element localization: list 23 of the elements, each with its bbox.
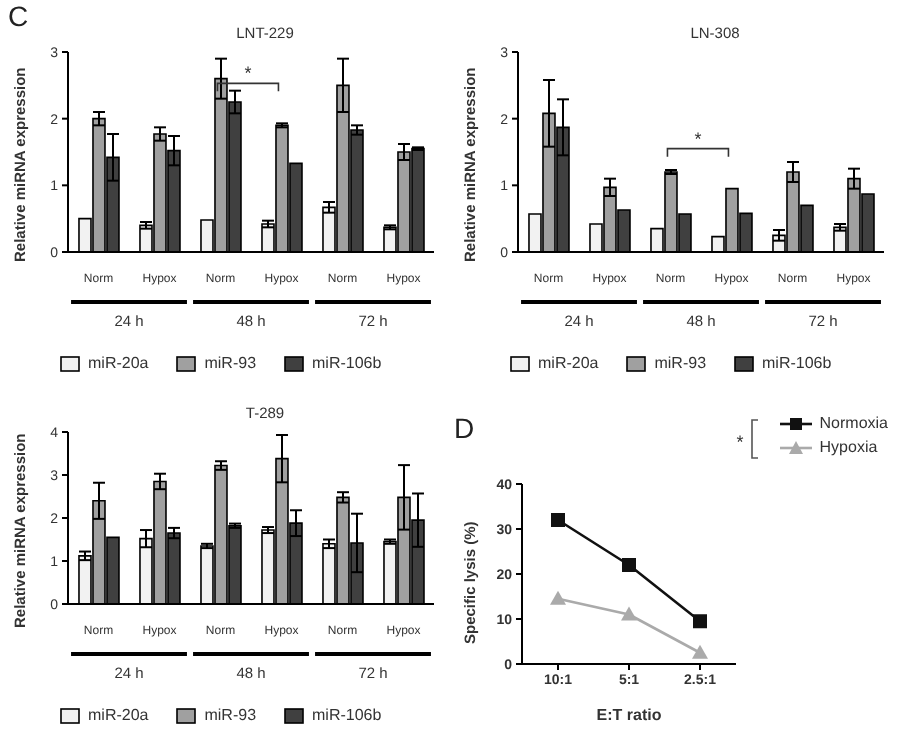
legend-label: Normoxia: [819, 414, 888, 432]
legend-label: miR-93: [204, 354, 257, 372]
legend-label: miR-106b: [312, 354, 382, 372]
legend-label: miR-20a: [88, 354, 149, 372]
point: [693, 614, 707, 629]
legend-label: miR-20a: [538, 354, 599, 372]
point: [551, 513, 565, 527]
annotation: *: [694, 128, 703, 149]
point: [621, 606, 637, 621]
text: *: [736, 432, 745, 452]
text: D: [454, 412, 475, 444]
legend-label: miR-106b: [312, 706, 382, 724]
legend-label: miR-93: [204, 706, 257, 724]
point: [622, 558, 636, 572]
legend-label: Hypoxia: [819, 438, 878, 456]
point: [550, 590, 566, 605]
legend-label: miR-106b: [762, 354, 832, 372]
text: C: [8, 0, 29, 32]
point: [692, 644, 708, 659]
legend-label: miR-93: [654, 354, 707, 372]
legend-label: miR-20a: [88, 706, 149, 724]
annotation: *: [244, 63, 253, 84]
x-axis-title: E:T ratio: [596, 706, 662, 724]
